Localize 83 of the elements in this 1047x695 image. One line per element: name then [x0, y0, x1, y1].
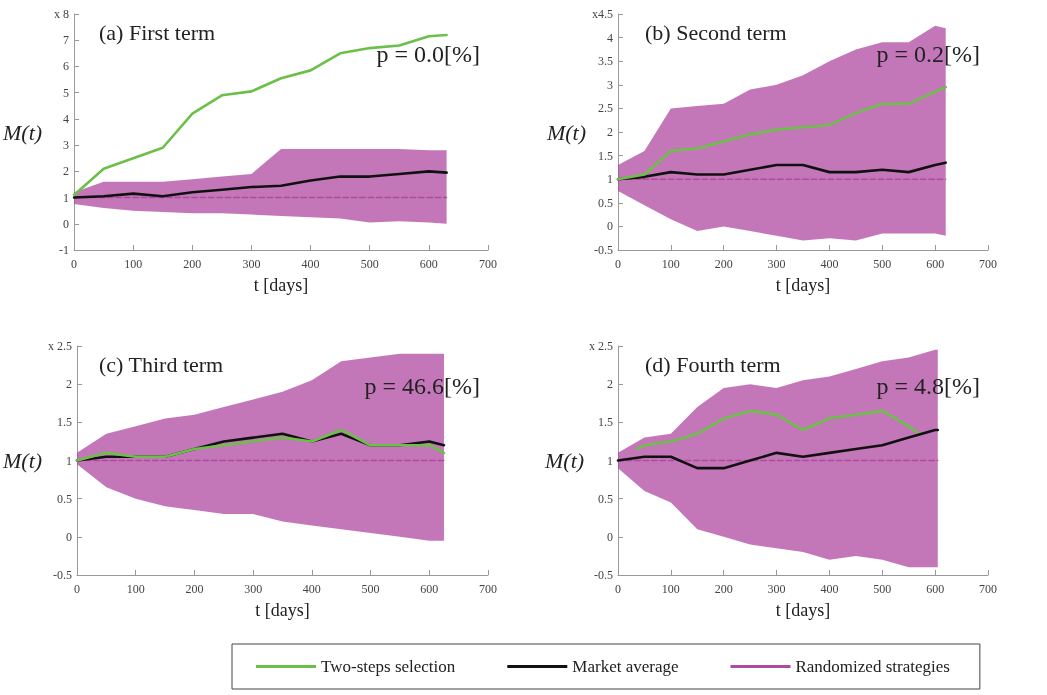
x-tick-label: 200	[714, 582, 733, 596]
y-tick-label: -1	[59, 243, 70, 257]
y-tick-label: 0	[65, 529, 72, 544]
x-tick-label: 600	[419, 257, 438, 271]
y-tick-label: x 2.5	[47, 339, 72, 353]
x-tick-label: 200	[183, 257, 202, 271]
y-tick-label: 6	[63, 59, 70, 74]
legend-label: Randomized strategies	[795, 657, 950, 676]
x-tick-label: 700	[979, 582, 997, 596]
chart-title: (c) Third term	[99, 351, 224, 377]
y-tick-label: 0	[607, 219, 613, 234]
y-tick-label: 2	[607, 377, 613, 392]
x-tick-label: 600	[420, 582, 439, 596]
y-tick-label: 0	[607, 529, 613, 544]
line-series	[635, 409, 921, 451]
y-tick-label: x4.5	[592, 7, 613, 21]
y-tick-label: 2	[607, 125, 613, 139]
x-axis-title: t [days]	[253, 275, 309, 295]
y-tick-label: 1	[65, 453, 72, 468]
x-tick-label: 400	[820, 257, 839, 271]
y-tick-label: -0.5	[52, 568, 72, 582]
x-tick-label: 100	[124, 257, 143, 271]
x-tick-label: 400	[302, 582, 321, 596]
x-tick-label: 600	[926, 257, 945, 271]
chart-title: (b) Second term	[645, 19, 787, 45]
x-tick-label: 200	[185, 582, 204, 596]
y-axis-title: M(t)	[544, 448, 585, 473]
y-tick-label: 1.5	[56, 415, 72, 430]
x-tick-label: 700	[479, 257, 497, 271]
y-tick-label: -0.5	[594, 243, 613, 257]
y-tick-label: 2	[65, 377, 72, 392]
y-tick-label: 1	[63, 190, 70, 205]
x-tick-label: 700	[979, 257, 997, 271]
y-tick-label: 1	[607, 172, 613, 187]
x-tick-label: 300	[767, 257, 786, 271]
y-axis-title: M(t)	[2, 448, 43, 473]
x-axis-title: t [days]	[775, 600, 831, 620]
x-tick-label: 200	[714, 257, 733, 271]
chart-title: (d) Fourth term	[645, 351, 781, 377]
line-series	[616, 85, 948, 181]
x-tick-label: 500	[360, 257, 379, 271]
x-tick-label: 100	[661, 582, 680, 596]
y-tick-label: 4	[607, 30, 613, 45]
y-tick-label: 0.5	[56, 491, 72, 506]
y-tick-label: 2	[63, 164, 70, 179]
y-tick-label: 3	[63, 138, 70, 153]
x-tick-label: 500	[361, 582, 380, 596]
line-series	[72, 170, 448, 199]
y-tick-label: 1.5	[598, 148, 613, 163]
x-tick-label: 700	[479, 582, 497, 596]
y-tick-label: 1	[607, 453, 613, 468]
y-tick-label: 0	[63, 216, 70, 231]
x-tick-label: 300	[767, 582, 786, 596]
y-tick-label: 3.5	[598, 54, 613, 69]
y-axis-title: M(t)	[545, 119, 586, 145]
y-tick-label: x 2.5	[589, 339, 613, 353]
y-tick-label: 5	[63, 85, 70, 100]
x-tick-label: 300	[244, 582, 263, 596]
x-tick-label: 400	[301, 257, 320, 271]
y-tick-label: 7	[63, 33, 70, 48]
x-tick-label: 100	[661, 257, 680, 271]
x-tick-label: 300	[242, 257, 261, 271]
x-tick-label: 400	[820, 582, 839, 596]
x-tick-label: 500	[873, 582, 892, 596]
y-tick-label: 0.5	[598, 195, 613, 210]
chart-title: (a) First term	[99, 19, 216, 45]
x-tick-label: 100	[126, 582, 145, 596]
annotation: p = 0.0[%]	[376, 41, 480, 67]
legend-label: Two-steps selection	[321, 657, 456, 676]
y-tick-label: x 8	[54, 7, 70, 21]
x-axis-title: t [days]	[775, 275, 831, 295]
y-tick-label: 0.5	[598, 491, 613, 506]
y-tick-label: 3	[607, 77, 613, 92]
x-tick-label: 500	[873, 257, 892, 271]
x-tick-label: 600	[926, 582, 945, 596]
x-axis-title: t [days]	[255, 600, 310, 620]
y-axis-title: M(t)	[2, 119, 43, 145]
y-tick-label: 4	[63, 111, 70, 126]
line-series	[616, 428, 940, 470]
y-tick-label: 1.5	[598, 415, 613, 430]
legend-label: Market average	[572, 657, 679, 676]
y-tick-label: 2.5	[598, 101, 613, 116]
y-tick-label: -0.5	[594, 568, 613, 582]
